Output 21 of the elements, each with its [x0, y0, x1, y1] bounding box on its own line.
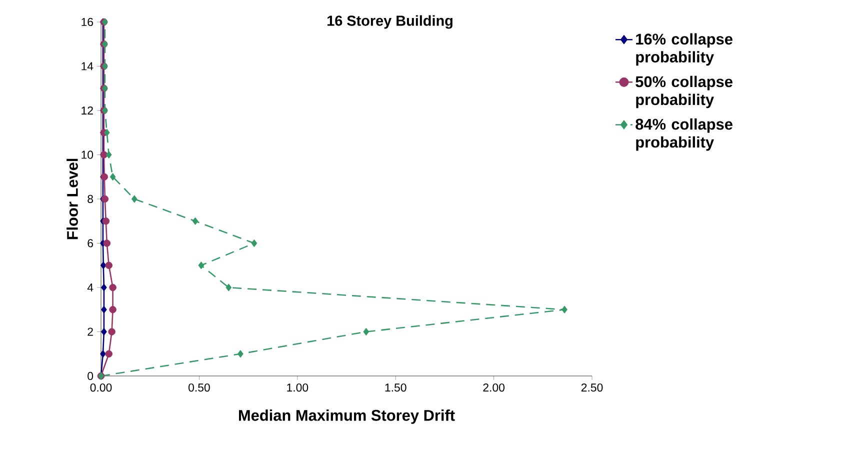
- chart-title: 16 Storey Building: [328, 15, 452, 29]
- y-axis-title: Floor Level: [66, 158, 78, 240]
- x-tick-label: 0.00: [90, 383, 112, 392]
- legend-label: 16% collapse probability: [636, 33, 732, 66]
- y-tick-label: 10: [82, 150, 94, 159]
- x-tick-label: 0.50: [188, 383, 210, 392]
- x-tick-label: 2.50: [581, 383, 603, 392]
- x-axis-title: Median Maximum Storey Drift: [238, 410, 455, 424]
- legend-label: 50% collapse probability: [636, 76, 732, 108]
- x-tick-label: 1.00: [287, 383, 308, 392]
- y-tick-label: 2: [88, 328, 93, 336]
- x-tick-label: 2.00: [483, 383, 505, 392]
- y-tick-label: 12: [82, 106, 93, 114]
- x-tick-label: 1.50: [385, 383, 406, 392]
- y-tick-label: 8: [88, 194, 94, 204]
- y-tick-label: 6: [88, 239, 93, 248]
- y-tick-label: 14: [82, 62, 94, 70]
- y-tick-label: 16: [82, 18, 93, 26]
- legend-label: 84% collapse probability: [636, 118, 732, 151]
- y-tick-label: 0: [88, 372, 94, 380]
- y-tick-label: 4: [87, 284, 94, 292]
